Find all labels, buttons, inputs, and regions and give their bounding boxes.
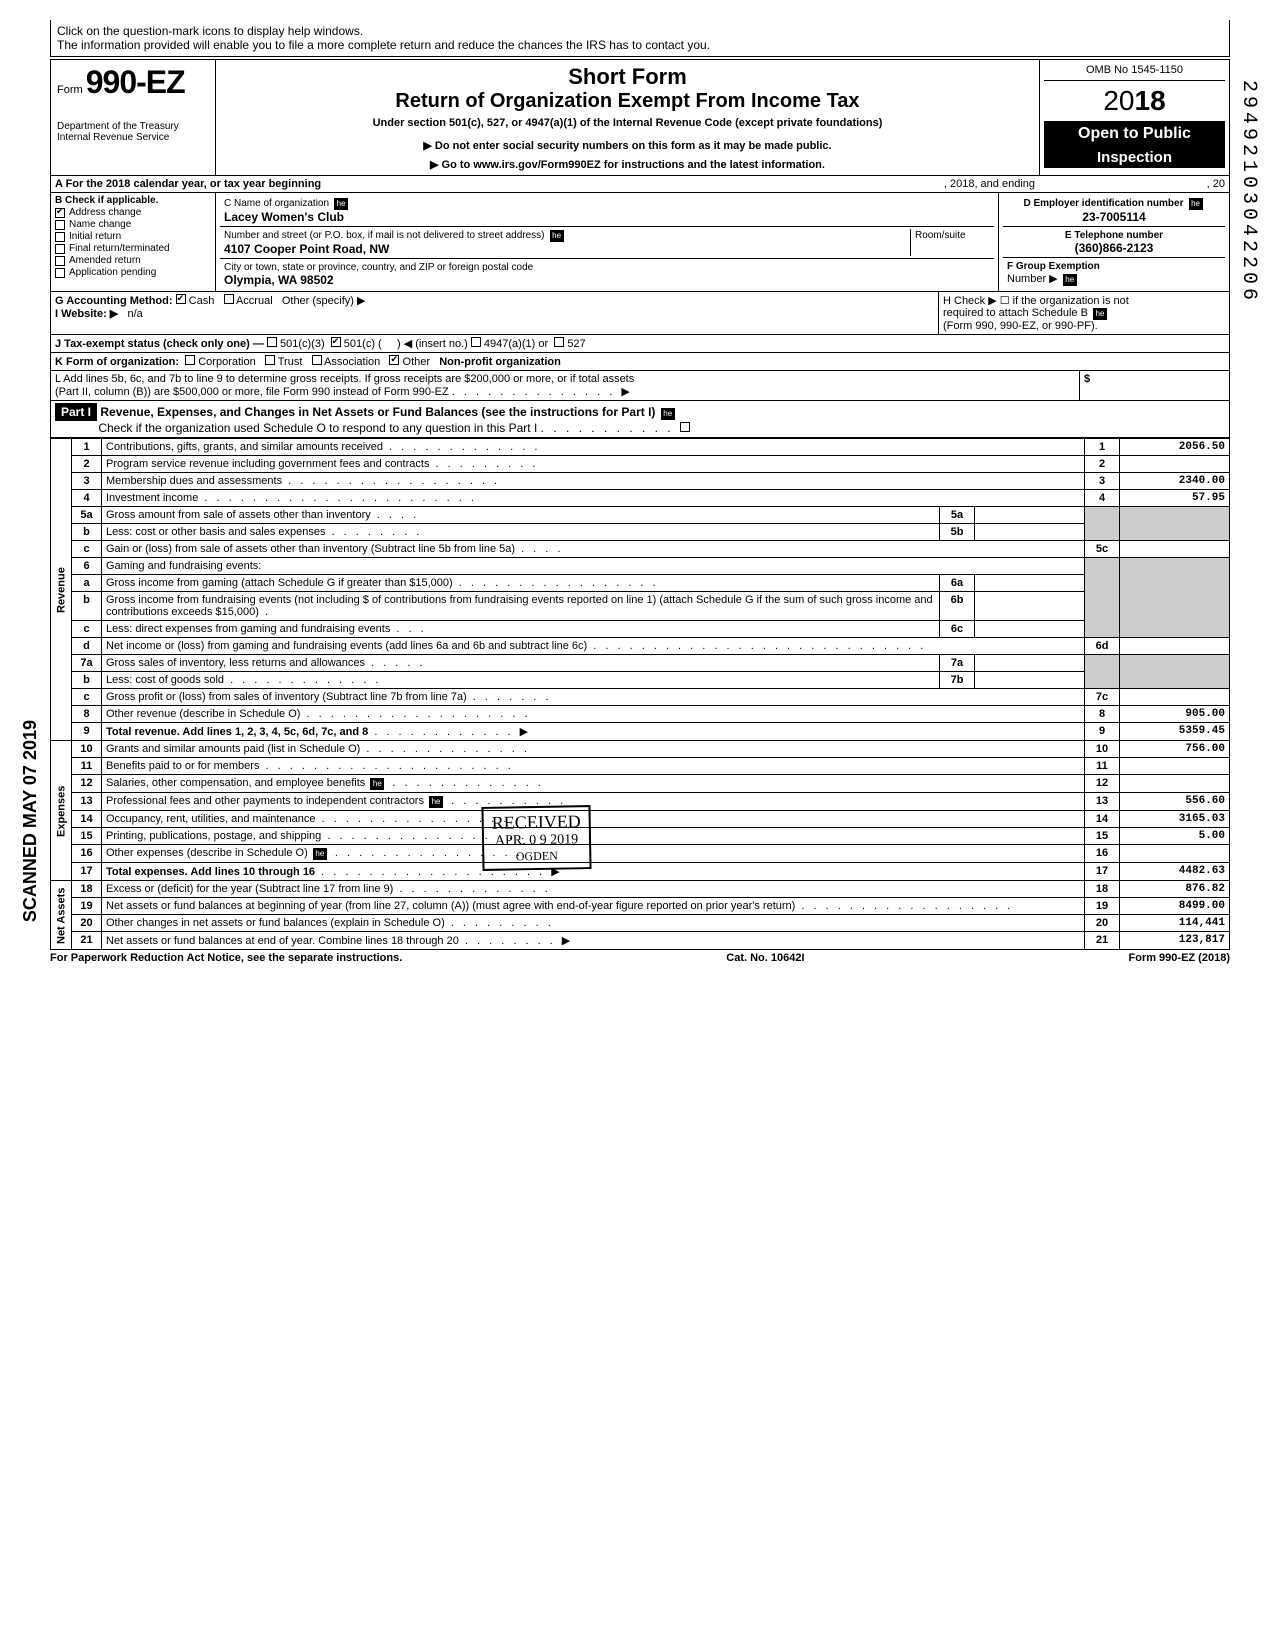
help-line2: The information provided will enable you… [57, 38, 1223, 52]
section-a-label: A For the 2018 calendar year, or tax yea… [55, 178, 321, 190]
check-assoc[interactable] [312, 355, 322, 365]
inspection: Inspection [1044, 147, 1225, 168]
help-icon[interactable]: he [429, 796, 443, 808]
g-label: G Accounting Method: [55, 295, 173, 307]
d-label: D Employer identification number [1023, 198, 1183, 209]
h-label3: (Form 990, 990-EZ, or 990-PF). [943, 320, 1225, 332]
check-name-change[interactable] [55, 220, 65, 230]
website: n/a [127, 308, 142, 320]
name-address-block: C Name of organization he Lacey Women's … [216, 193, 999, 291]
h-label2: required to attach Schedule B [943, 307, 1088, 319]
side-expenses: Expenses [51, 741, 72, 881]
return-title: Return of Organization Exempt From Incom… [224, 90, 1031, 113]
part1-table: Revenue 1 Contributions, gifts, grants, … [50, 438, 1230, 950]
check-trust[interactable] [265, 355, 275, 365]
g-i-h-row: G Accounting Method: Cash Accrual Other … [50, 292, 1230, 335]
footer-mid: Cat. No. 10642I [726, 952, 804, 964]
check-app-pending[interactable] [55, 268, 65, 278]
check-accrual[interactable] [224, 294, 234, 304]
l-label2: (Part II, column (B)) are $500,000 or mo… [55, 386, 449, 398]
received-stamp: RECEIVED APR. 0 9 2019 OGDEN [481, 805, 591, 871]
side-netassets: Net Assets [51, 881, 72, 950]
j-label: J Tax-exempt status (check only one) — [55, 338, 264, 350]
street-address: 4107 Cooper Point Road, NW [224, 242, 389, 256]
k-other-value: Non-profit organization [439, 356, 561, 368]
dln-stamp: 29492103042206 [1237, 80, 1260, 304]
part1-label: Part I [55, 403, 97, 421]
k-label: K Form of organization: [55, 356, 179, 368]
check-amended[interactable] [55, 256, 65, 266]
tax-year: 2018 [1044, 85, 1225, 117]
addr-label: Number and street (or P.O. box, if mail … [224, 230, 545, 241]
omb-number: OMB No 1545-1150 [1044, 64, 1225, 81]
j-row: J Tax-exempt status (check only one) — 5… [50, 335, 1230, 353]
k-row: K Form of organization: Corporation Trus… [50, 353, 1230, 371]
entity-block: B Check if applicable. Address change Na… [50, 193, 1230, 292]
check-other[interactable] [389, 355, 399, 365]
check-501c[interactable] [331, 337, 341, 347]
section-a-row: A For the 2018 calendar year, or tax yea… [50, 176, 1230, 193]
city-label: City or town, state or province, country… [224, 262, 533, 273]
section-a-end: , 20 [1039, 176, 1229, 192]
line1-value: 2056.50 [1120, 439, 1230, 456]
scanned-stamp: SCANNED MAY 07 2019 [20, 720, 41, 922]
part1-title: Revenue, Expenses, and Changes in Net As… [100, 405, 655, 419]
help-icon[interactable]: he [1189, 198, 1203, 210]
footer-left: For Paperwork Reduction Act Notice, see … [50, 952, 402, 964]
section-b: B Check if applicable. Address change Na… [51, 193, 216, 291]
dept-treasury: Department of the Treasury [57, 121, 209, 132]
footer: For Paperwork Reduction Act Notice, see … [50, 952, 1230, 964]
section-a-mid: , 2018, and ending [940, 176, 1039, 192]
f-label2: Number ▶ [1007, 273, 1058, 285]
help-icon[interactable]: he [1093, 308, 1107, 320]
city-value: Olympia, WA 98502 [224, 273, 334, 287]
help-icon[interactable]: he [550, 230, 564, 242]
help-icon[interactable]: he [313, 848, 327, 860]
i-label: I Website: ▶ [55, 308, 118, 320]
help-icon[interactable]: he [370, 778, 384, 790]
b-label: B Check if applicable. [55, 195, 158, 206]
help-line1: Click on the question-mark icons to disp… [57, 24, 1223, 38]
dept-irs: Internal Revenue Service [57, 132, 209, 143]
ssn-notice: ▶ Do not enter social security numbers o… [224, 139, 1031, 152]
e-label: E Telephone number [1065, 230, 1163, 241]
check-4947[interactable] [471, 337, 481, 347]
org-name: Lacey Women's Club [224, 210, 344, 224]
part1-header-row: Part I Revenue, Expenses, and Changes in… [50, 401, 1230, 438]
form-number: 990-EZ [86, 64, 185, 100]
check-527[interactable] [554, 337, 564, 347]
d-e-f-block: D Employer identification number he 23-7… [999, 193, 1229, 291]
check-address-change[interactable] [55, 208, 65, 218]
goto-link: ▶ Go to www.irs.gov/Form990EZ for instru… [224, 158, 1031, 171]
form-prefix: Form [57, 84, 83, 96]
check-corp[interactable] [185, 355, 195, 365]
footer-right: Form 990-EZ (2018) [1129, 952, 1230, 964]
h-label: H Check ▶ ☐ if the organization is not [943, 294, 1225, 307]
check-cash[interactable] [176, 294, 186, 304]
f-label: F Group Exemption [1007, 261, 1100, 272]
phone: (360)866-2123 [1075, 241, 1154, 255]
g-other: Other (specify) ▶ [282, 295, 366, 307]
open-public: Open to Public [1044, 121, 1225, 147]
help-icon[interactable]: he [1063, 274, 1077, 286]
help-icon[interactable]: he [661, 408, 675, 420]
form-page: 29492103042206 SCANNED MAY 07 2019 Click… [50, 20, 1230, 964]
subtitle: Under section 501(c), 527, or 4947(a)(1)… [224, 117, 1031, 129]
help-icon[interactable]: he [334, 198, 348, 210]
l-dollar: $ [1084, 373, 1090, 385]
part1-check[interactable] [680, 422, 690, 432]
form-header: Form 990-EZ Department of the Treasury I… [50, 59, 1230, 176]
help-note: Click on the question-mark icons to disp… [50, 20, 1230, 57]
check-initial-return[interactable] [55, 232, 65, 242]
l-label: L Add lines 5b, 6c, and 7b to line 9 to … [55, 373, 634, 385]
part1-check-text: Check if the organization used Schedule … [98, 421, 537, 435]
short-form-title: Short Form [224, 64, 1031, 90]
l-row: L Add lines 5b, 6c, and 7b to line 9 to … [50, 371, 1230, 401]
c-label: C Name of organization [224, 198, 329, 209]
ein: 23-7005114 [1082, 210, 1145, 224]
room-label: Room/suite [915, 230, 966, 241]
check-501c3[interactable] [267, 337, 277, 347]
side-revenue: Revenue [51, 439, 72, 741]
check-final-return[interactable] [55, 244, 65, 254]
